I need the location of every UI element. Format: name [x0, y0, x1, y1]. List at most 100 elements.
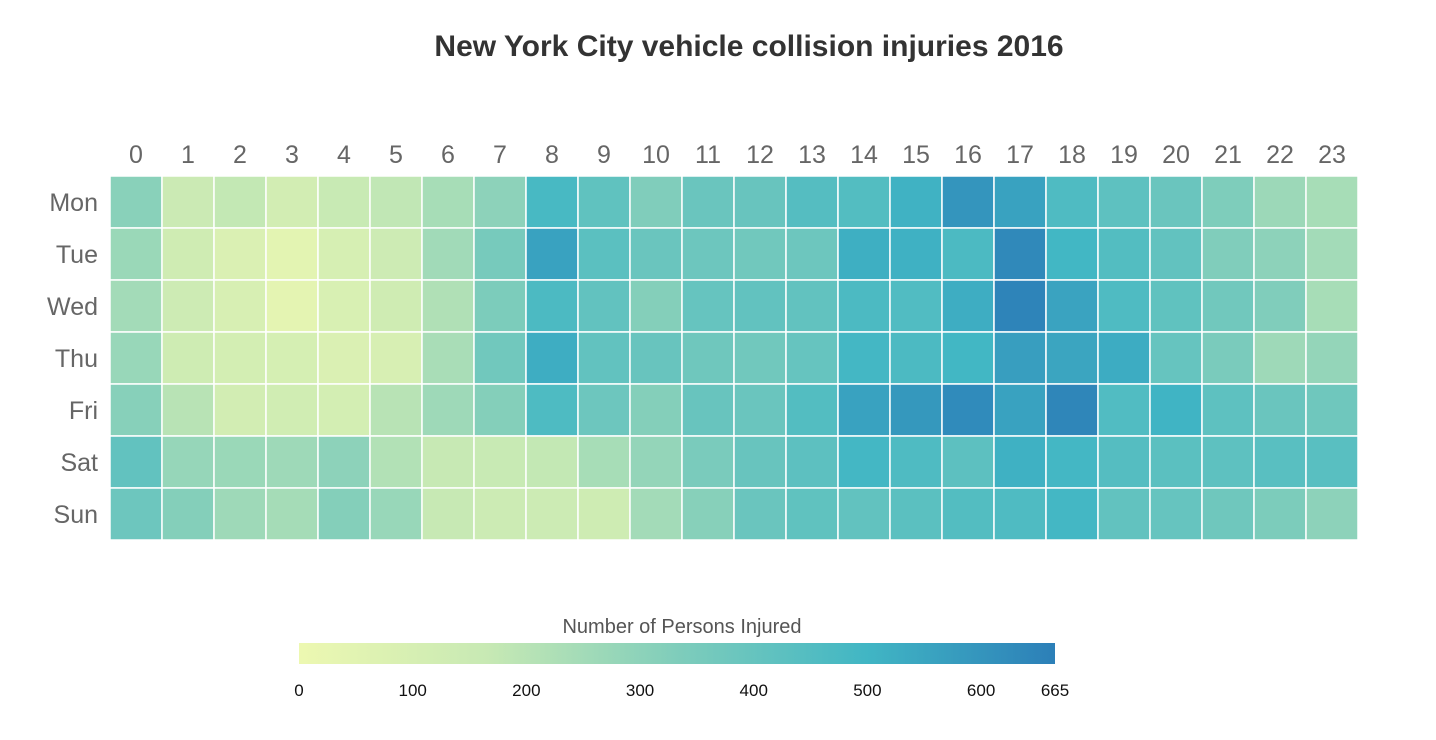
x-tick-label: 20 — [1162, 141, 1190, 169]
heatmap-cell — [421, 227, 475, 281]
heatmap-cell — [993, 279, 1047, 333]
heatmap-cell — [889, 175, 943, 229]
heatmap-cell — [1253, 383, 1307, 437]
heatmap-cell — [473, 227, 527, 281]
heatmap-cell — [577, 227, 631, 281]
heatmap-cell — [213, 279, 267, 333]
heatmap-cell — [629, 175, 683, 229]
x-tick-label: 2 — [233, 141, 247, 169]
heatmap-cell — [1305, 487, 1359, 541]
heatmap-cell — [317, 435, 371, 489]
heatmap-cell — [213, 227, 267, 281]
heatmap-cell — [265, 175, 319, 229]
heatmap-cell — [941, 383, 995, 437]
heatmap-cell — [161, 279, 215, 333]
heatmap-cell — [317, 487, 371, 541]
y-tick-label: Mon — [49, 189, 98, 217]
heatmap-cell — [1305, 279, 1359, 333]
colorbar-gradient — [299, 643, 1055, 664]
heatmap-cell — [837, 435, 891, 489]
colorbar-tick-label: 600 — [967, 681, 995, 700]
heatmap-cell — [369, 383, 423, 437]
heatmap-cell — [369, 331, 423, 385]
y-tick-label: Tue — [56, 241, 98, 269]
x-tick-label: 11 — [695, 141, 721, 169]
heatmap-cell — [317, 279, 371, 333]
heatmap-cell — [265, 279, 319, 333]
heatmap-cell — [1253, 331, 1307, 385]
heatmap-cell — [161, 435, 215, 489]
heatmap-cell — [993, 487, 1047, 541]
heatmap-cell — [577, 175, 631, 229]
heatmap-cell — [161, 175, 215, 229]
heatmap-cell — [1097, 175, 1151, 229]
x-tick-label: 6 — [441, 141, 455, 169]
heatmap-cell — [941, 175, 995, 229]
heatmap-cell — [1149, 279, 1203, 333]
heatmap-cell — [993, 175, 1047, 229]
heatmap-cell — [1097, 331, 1151, 385]
heatmap-cell — [317, 331, 371, 385]
heatmap-cell — [681, 487, 735, 541]
heatmap-cell — [213, 383, 267, 437]
heatmap-cell — [369, 279, 423, 333]
heatmap-cell — [1149, 331, 1203, 385]
heatmap-cell — [473, 435, 527, 489]
heatmap-cell — [109, 279, 163, 333]
heatmap-cell — [421, 175, 475, 229]
heatmap-cell — [421, 331, 475, 385]
heatmap-cell — [1149, 383, 1203, 437]
heatmap-cell — [369, 227, 423, 281]
heatmap-cell — [317, 383, 371, 437]
heatmap-cell — [993, 331, 1047, 385]
heatmap-cell — [473, 383, 527, 437]
heatmap-cell — [1201, 175, 1255, 229]
heatmap-cell — [1201, 279, 1255, 333]
x-tick-label: 8 — [545, 141, 559, 169]
y-tick-label: Sun — [54, 501, 98, 529]
heatmap-cell — [1201, 435, 1255, 489]
heatmap-cell — [109, 383, 163, 437]
heatmap-cell — [837, 487, 891, 541]
heatmap-cell — [889, 435, 943, 489]
heatmap-cell — [1201, 383, 1255, 437]
heatmap-cell — [525, 175, 579, 229]
y-tick-label: Sat — [60, 449, 98, 477]
heatmap-cell — [785, 279, 839, 333]
x-tick-label: 16 — [954, 141, 982, 169]
heatmap-cell — [317, 227, 371, 281]
heatmap-cell — [1253, 279, 1307, 333]
heatmap-cell — [1201, 487, 1255, 541]
heatmap-cell — [525, 487, 579, 541]
heatmap-cell — [941, 435, 995, 489]
heatmap-cell — [109, 435, 163, 489]
x-tick-label: 19 — [1110, 141, 1138, 169]
x-tick-label: 17 — [1006, 141, 1034, 169]
heatmap-cell — [1045, 435, 1099, 489]
heatmap-cell — [1253, 435, 1307, 489]
heatmap-cell — [1201, 227, 1255, 281]
heatmap-cell — [837, 383, 891, 437]
heatmap-cell — [629, 279, 683, 333]
heatmap-cell — [889, 279, 943, 333]
heatmap-cell — [473, 331, 527, 385]
heatmap-cell — [1305, 331, 1359, 385]
heatmap-cell — [473, 279, 527, 333]
x-tick-label: 7 — [493, 141, 507, 169]
heatmap-cell — [421, 279, 475, 333]
x-tick-label: 18 — [1058, 141, 1086, 169]
heatmap-cell — [785, 227, 839, 281]
x-tick-label: 13 — [798, 141, 826, 169]
heatmap-cell — [525, 331, 579, 385]
heatmap-cell — [941, 227, 995, 281]
heatmap-cell — [785, 487, 839, 541]
heatmap-cell — [733, 331, 787, 385]
heatmap-cell — [577, 435, 631, 489]
heatmap-cell — [317, 175, 371, 229]
colorbar: Number of Persons Injured 0 100 200 300 400 5… — [294, 616, 1069, 700]
heatmap-cell — [733, 227, 787, 281]
heatmap-cell — [473, 175, 527, 229]
heatmap-cell — [213, 435, 267, 489]
chart-title: New York City vehicle collision injuries… — [434, 30, 1063, 63]
